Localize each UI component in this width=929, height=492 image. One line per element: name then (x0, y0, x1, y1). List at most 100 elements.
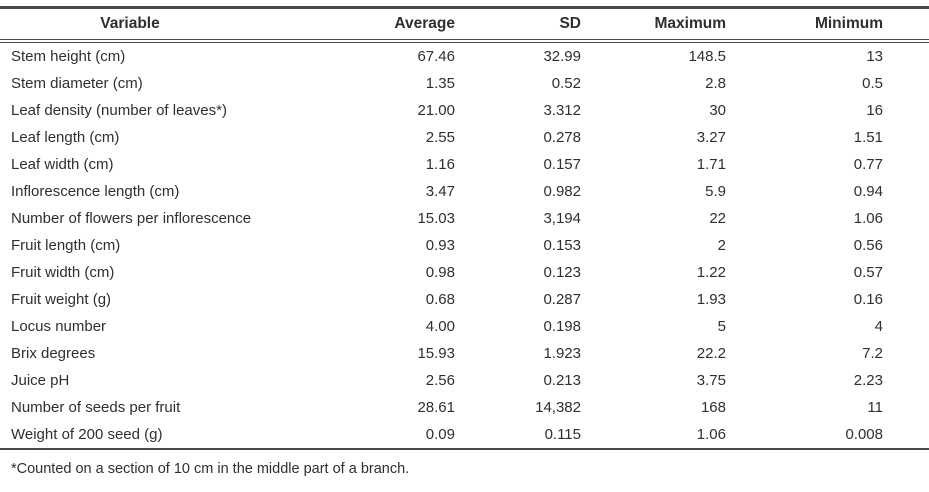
cell-average: 1.16 (425, 156, 455, 173)
cell-sd: 1.923 (543, 345, 581, 362)
cell-sd: 14,382 (535, 399, 581, 416)
cell-sd: 0.157 (543, 156, 581, 173)
table-row: Stem diameter (cm) 1.35 0.52 2.8 0.5 (0, 70, 929, 97)
table-row: Fruit width (cm) 0.98 0.123 1.22 0.57 (0, 259, 929, 286)
cell-maximum: 168 (700, 399, 726, 416)
header-maximum: Maximum (596, 7, 741, 43)
cell-maximum: 5 (717, 318, 726, 335)
cell-maximum: 30 (709, 102, 726, 119)
table-row: Weight of 200 seed (g) 0.09 0.115 1.06 0… (0, 421, 929, 450)
table-body: Stem height (cm) 67.46 32.99 148.5 13 St… (0, 41, 929, 450)
cell-maximum: 2 (717, 237, 726, 254)
cell-minimum: 0.5 (862, 75, 883, 92)
cell-variable: Number of flowers per inflorescence (11, 210, 252, 227)
cell-minimum: 0.57 (853, 264, 883, 281)
cell-minimum: 4 (874, 318, 883, 335)
cell-variable: Locus number (11, 318, 107, 335)
cell-maximum: 3.27 (696, 129, 726, 146)
cell-maximum: 3.75 (696, 372, 726, 389)
cell-variable: Fruit length (cm) (11, 237, 121, 254)
cell-minimum: 0.77 (853, 156, 883, 173)
cell-average: 67.46 (417, 48, 455, 65)
cell-average: 2.55 (425, 129, 455, 146)
cell-maximum: 1.06 (596, 421, 741, 450)
cell-variable: Weight of 200 seed (g) (0, 421, 330, 450)
cell-maximum: 22.2 (696, 345, 726, 362)
table-row: Stem height (cm) 67.46 32.99 148.5 13 (0, 41, 929, 70)
table-row: Leaf density (number of leaves*) 21.00 3… (0, 97, 929, 124)
cell-average: 2.56 (425, 372, 455, 389)
cell-average: 3.47 (425, 183, 455, 200)
cell-maximum: 1.22 (696, 264, 726, 281)
cell-variable: Juice pH (11, 372, 70, 389)
cell-sd: 32.99 (543, 48, 581, 65)
table-row: Leaf width (cm) 1.16 0.157 1.71 0.77 (0, 151, 929, 178)
cell-minimum: 0.56 (853, 237, 883, 254)
cell-average: 0.68 (425, 291, 455, 308)
cell-minimum: 0.16 (853, 291, 883, 308)
cell-variable: Leaf length (cm) (11, 129, 120, 146)
table-row: Fruit length (cm) 0.93 0.153 2 0.56 (0, 232, 929, 259)
cell-sd: 0.52 (551, 75, 581, 92)
cell-minimum: 1.06 (853, 210, 883, 227)
cell-variable: Brix degrees (11, 345, 96, 362)
table-row: Inflorescence length (cm) 3.47 0.982 5.9… (0, 178, 929, 205)
cell-maximum: 5.9 (705, 183, 726, 200)
cell-maximum: 1.93 (696, 291, 726, 308)
table-row: Locus number 4.00 0.198 5 4 (0, 313, 929, 340)
cell-sd: 0.153 (543, 237, 581, 254)
table-row: Juice pH 2.56 0.213 3.75 2.23 (0, 367, 929, 394)
table-row: Fruit weight (g) 0.68 0.287 1.93 0.16 (0, 286, 929, 313)
cell-average: 15.93 (417, 345, 455, 362)
table-row: Brix degrees 15.93 1.923 22.2 7.2 (0, 340, 929, 367)
cell-variable: Leaf width (cm) (11, 156, 114, 173)
cell-average: 0.98 (425, 264, 455, 281)
cell-average: 0.93 (425, 237, 455, 254)
cell-average: 15.03 (417, 210, 455, 227)
cell-sd: 0.213 (543, 372, 581, 389)
cell-average: 0.09 (330, 421, 470, 450)
header-average: Average (330, 7, 470, 43)
table-row: Number of seeds per fruit 28.61 14,382 1… (0, 394, 929, 421)
cell-variable: Fruit width (cm) (11, 264, 115, 281)
table-page: Variable Average SD Maximum Minimum Stem… (0, 6, 929, 477)
cell-sd: 0.982 (543, 183, 581, 200)
cell-average: 28.61 (417, 399, 455, 416)
cell-minimum: 7.2 (862, 345, 883, 362)
cell-maximum: 1.71 (696, 156, 726, 173)
cell-sd: 0.123 (543, 264, 581, 281)
cell-minimum: 13 (866, 48, 883, 65)
table-footnote: *Counted on a section of 10 cm in the mi… (11, 461, 410, 477)
cell-minimum: 1.51 (853, 129, 883, 146)
cell-minimum: 16 (866, 102, 883, 119)
cell-sd: 0.278 (543, 129, 581, 146)
cell-average: 1.35 (425, 75, 455, 92)
header-minimum: Minimum (741, 7, 929, 43)
cell-minimum: 0.008 (741, 421, 929, 450)
cell-variable: Stem height (cm) (11, 48, 126, 65)
cell-maximum: 148.5 (688, 48, 726, 65)
cell-maximum: 22 (709, 210, 726, 227)
cell-maximum: 2.8 (705, 75, 726, 92)
cell-variable: Number of seeds per fruit (11, 399, 181, 416)
cell-variable: Stem diameter (cm) (11, 75, 143, 92)
header-sd: SD (470, 7, 596, 43)
stats-table: Variable Average SD Maximum Minimum Stem… (0, 6, 929, 450)
table-row: Leaf length (cm) 2.55 0.278 3.27 1.51 (0, 124, 929, 151)
cell-average: 21.00 (417, 102, 455, 119)
cell-sd: 3.312 (543, 102, 581, 119)
cell-minimum: 0.94 (853, 183, 883, 200)
cell-average: 4.00 (425, 318, 455, 335)
cell-variable: Inflorescence length (cm) (11, 183, 180, 200)
cell-sd: 0.287 (543, 291, 581, 308)
cell-variable: Leaf density (number of leaves*) (11, 102, 227, 119)
cell-minimum: 11 (867, 399, 883, 416)
cell-minimum: 2.23 (853, 372, 883, 389)
header-variable: Variable (0, 7, 330, 43)
table-row: Number of flowers per inflorescence 15.0… (0, 205, 929, 232)
table-header-row: Variable Average SD Maximum Minimum (0, 7, 929, 43)
cell-sd: 0.115 (470, 421, 596, 450)
cell-sd: 0.198 (543, 318, 581, 335)
cell-variable: Fruit weight (g) (11, 291, 112, 308)
cell-sd: 3,194 (543, 210, 581, 227)
